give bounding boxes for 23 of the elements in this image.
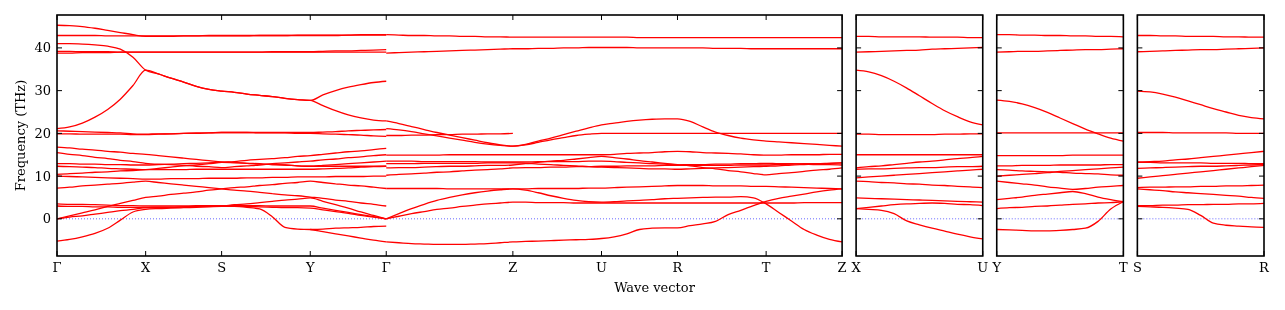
x-tick-label: S [217, 260, 227, 275]
x-tick-label: T [761, 260, 771, 275]
y-axis-title: Frequency (THz) [13, 79, 28, 192]
x-tick-label: Γ [52, 260, 62, 275]
x-tick-label: U [977, 260, 989, 275]
x-tick-label: Z [837, 260, 847, 275]
x-tick-label: X [141, 260, 152, 275]
x-tick-label: T [1119, 260, 1129, 275]
x-tick-label: X [851, 260, 862, 275]
x-tick-label: Z [508, 260, 518, 275]
x-tick-label: R [1259, 260, 1271, 275]
x-tick-label: S [1132, 260, 1142, 275]
y-tick-label: 30 [34, 83, 51, 99]
x-tick-label: Y [991, 260, 1002, 275]
x-tick-label: U [596, 260, 608, 275]
x-tick-label: Y [304, 260, 315, 275]
x-tick-label: Γ [381, 260, 391, 275]
x-axis-title: Wave vector [614, 280, 696, 295]
x-tick-label: R [672, 260, 684, 275]
y-tick-label: 20 [34, 125, 51, 141]
y-tick-label: 10 [34, 168, 51, 184]
y-tick-label: 40 [34, 40, 51, 56]
y-tick-label: 0 [42, 211, 51, 227]
